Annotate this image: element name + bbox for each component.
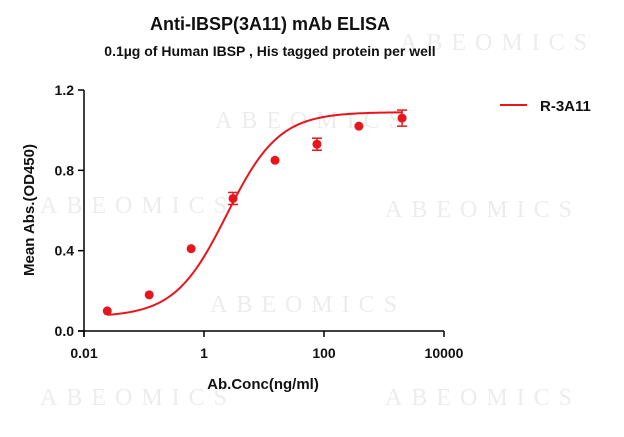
data-point [270, 155, 280, 165]
x-tick-label: 0.01 [70, 345, 97, 361]
data-point [397, 113, 407, 123]
y-tick-label: 1.2 [55, 82, 75, 98]
chart-title: Anti-IBSP(3A11) mAb ELISA [149, 14, 391, 34]
watermark-layer: ABEOMICS ABEOMICS ABEOMICS ABEOMICS ABEO… [40, 30, 596, 411]
y-ticks: 0.0 0.4 0.8 1.2 [55, 82, 84, 339]
y-tick-label: 0.4 [55, 243, 75, 259]
x-tick-label: 1 [200, 345, 208, 361]
x-ticks: 0.01 1 100 10000 [70, 331, 464, 361]
y-tick-label: 0.8 [55, 162, 75, 178]
data-point [354, 121, 364, 131]
watermark: ABEOMICS [385, 197, 581, 223]
data-point [228, 193, 238, 203]
chart-subtitle: 0.1µg of Human IBSP , His tagged protein… [104, 43, 436, 59]
data-point [186, 244, 196, 254]
y-tick-label: 0.0 [55, 323, 75, 339]
watermark: ABEOMICS [400, 30, 596, 56]
x-axis-label: Ab.Conc(ng/ml) [207, 376, 319, 393]
legend: R-3A11 [500, 98, 591, 115]
x-tick-label: 10000 [425, 345, 464, 361]
legend-label: R-3A11 [540, 98, 591, 115]
x-tick-label: 100 [312, 345, 336, 361]
watermark: ABEOMICS [40, 193, 236, 219]
data-point [102, 306, 112, 316]
fit-curve [107, 111, 403, 316]
watermark: ABEOMICS [385, 385, 581, 411]
watermark: ABEOMICS [210, 292, 406, 318]
data-point [144, 290, 154, 300]
data-points [102, 113, 407, 316]
data-point [312, 139, 322, 149]
y-axis-label: Mean Abs.(OD450) [21, 144, 38, 276]
watermark: ABEOMICS [40, 385, 236, 411]
